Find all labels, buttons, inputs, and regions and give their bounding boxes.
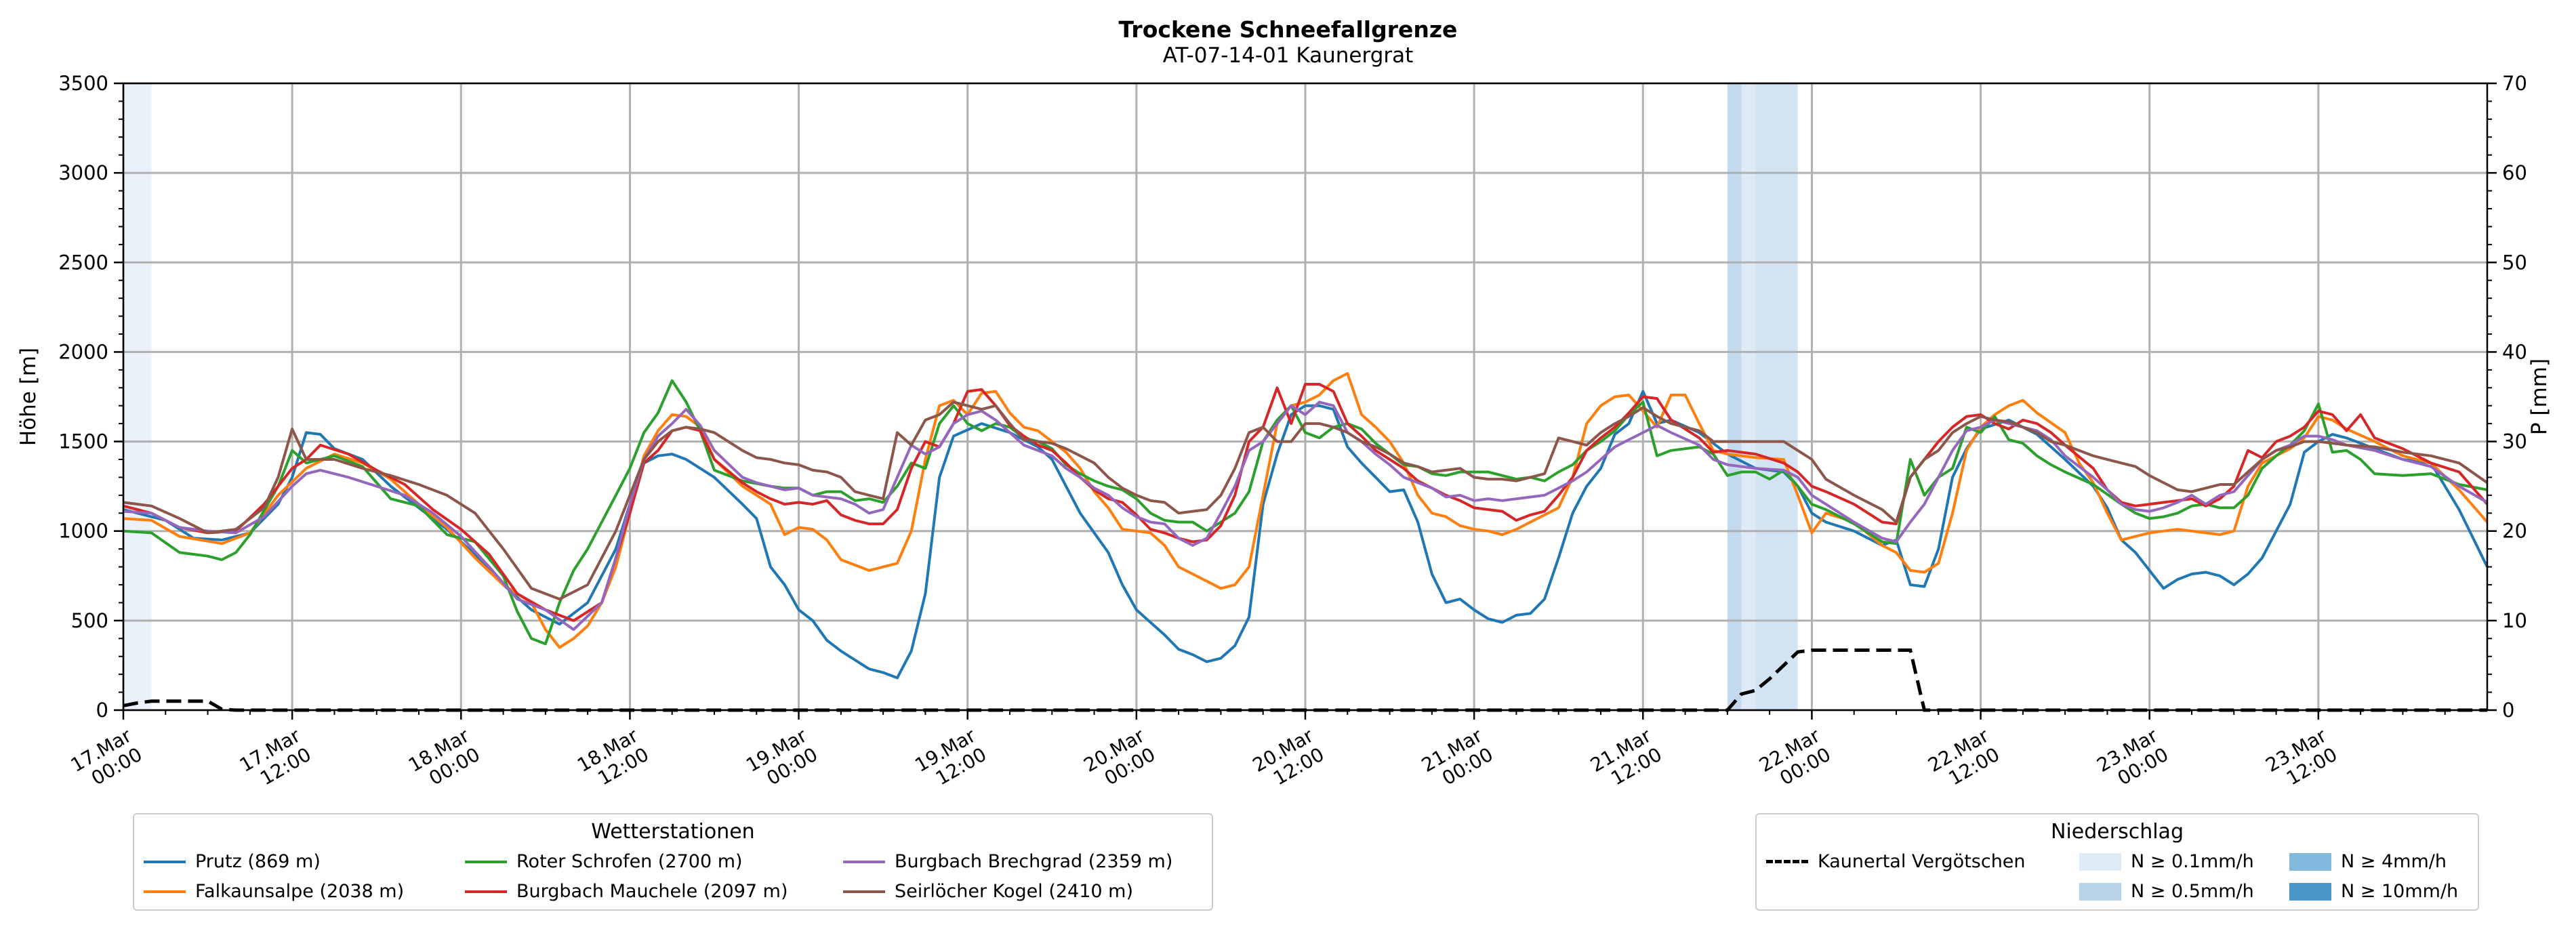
y2tick-label-1: 10 [2502,609,2527,632]
y2tick-label-5: 50 [2502,251,2527,274]
legend-item-level-4: N ≥ 4mm/h [2289,851,2447,872]
legend-label-kaunertal: Kaunertal Vergötschen [1818,851,2026,872]
y2tick-label-2: 20 [2502,520,2527,543]
legend-label-falkaunsalpe: Falkaunsalpe (2038 m) [195,881,405,902]
legend-label-level-4: N ≥ 4mm/h [2341,851,2447,872]
legend-line-roter-schrofen [465,860,507,863]
legend-precipitation-title: Niederschlag [2051,820,2184,844]
legend-item-roter-schrofen: Roter Schrofen (2700 m) [465,851,743,872]
legend-line-burgbach-brechgrad [843,860,885,863]
legend-item-seirloecher-kogel: Seirlöcher Kogel (2410 m) [843,881,1133,902]
chart-title: Trockene Schneefallgrenze [1118,16,1458,43]
legend-line-prutz [144,860,186,863]
legend-label-level-05: N ≥ 0.5mm/h [2131,881,2254,902]
legend-stations: Wetterstationen Prutz (869 m) Falkaunsal… [133,813,1213,911]
series-line-0 [123,390,2489,680]
precip-band-0 [123,83,152,710]
ytick-label-4: 2000 [58,340,108,363]
ytick-label-6: 3000 [58,161,108,184]
y2tick-label-6: 60 [2502,161,2527,184]
legend-label-roter-schrofen: Roter Schrofen (2700 m) [516,851,743,872]
legend-item-falkaunsalpe: Falkaunsalpe (2038 m) [144,881,404,902]
legend-patch-level-10 [2289,882,2331,901]
y2tick-label-7: 70 [2502,72,2527,95]
legend-precipitation: Niederschlag Kaunertal Vergötschen N ≥ 0… [1755,813,2479,911]
precipitation-bands [123,83,1798,710]
precip-band-3 [1755,83,1798,710]
legend-item-kaunertal: Kaunertal Vergötschen [1766,851,2026,872]
precip-line [123,648,2487,712]
legend-stations-title: Wetterstationen [591,820,755,844]
ytick-label-5: 2500 [58,251,108,274]
chart-subtitle: AT-07-14-01 Kaunergrat [1162,43,1414,68]
legend-label-prutz: Prutz (869 m) [195,851,321,872]
legend-item-burgbach-brechgrad: Burgbach Brechgrad (2359 m) [843,851,1172,872]
ytick-label-1: 500 [71,609,108,632]
grid-lines [122,82,2487,711]
legend-item-prutz: Prutz (869 m) [144,851,321,872]
precip-band-2 [1741,83,1756,710]
legend-item-level-05: N ≥ 0.5mm/h [2079,881,2254,902]
legend-item-level-10: N ≥ 10mm/h [2289,881,2458,902]
legend-line-falkaunsalpe [144,890,186,893]
legend-line-burgbach-mauchele [465,890,507,893]
legend-dash-kaunertal [1766,860,1808,863]
series-line-5 [123,400,2489,601]
legend-label-level-10: N ≥ 10mm/h [2341,881,2459,902]
legend-label-burgbach-brechgrad: Burgbach Brechgrad (2359 m) [895,851,1173,872]
y2tick-label-4: 40 [2502,340,2527,363]
legend-label-level-01: N ≥ 0.1mm/h [2131,851,2254,872]
y2-axis-label: P [mm] [2527,358,2552,435]
y2tick-label-0: 0 [2502,699,2514,722]
legend-item-burgbach-mauchele: Burgbach Mauchele (2097 m) [465,881,788,902]
ytick-label-0: 0 [96,699,108,722]
precipitation-line [123,648,2487,712]
legend-patch-level-05 [2079,882,2121,901]
precip-band-1 [1727,83,1742,710]
station-series [123,372,2489,680]
legend-patch-level-4 [2289,852,2331,871]
ytick-label-7: 3500 [58,72,108,95]
legend-patch-level-01 [2079,852,2121,871]
legend-label-seirloecher-kogel: Seirlöcher Kogel (2410 m) [895,881,1134,902]
y2tick-label-3: 30 [2502,430,2527,453]
legend-label-burgbach-mauchele: Burgbach Mauchele (2097 m) [516,881,788,902]
legend-item-level-01: N ≥ 0.1mm/h [2079,851,2254,872]
legend-line-seirloecher-kogel [843,890,885,893]
y-axis-label: Höhe [m] [16,348,41,446]
ytick-label-3: 1500 [58,430,108,453]
ytick-label-2: 1000 [58,520,108,543]
